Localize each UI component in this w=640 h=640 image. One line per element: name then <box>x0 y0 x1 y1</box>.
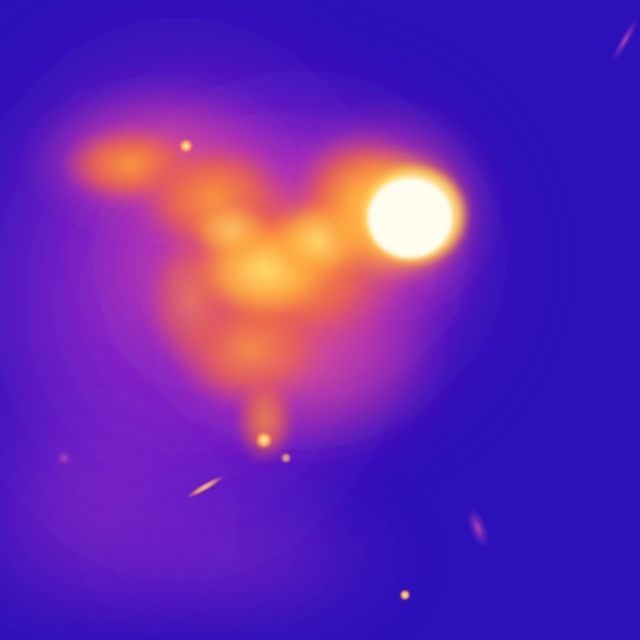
ember-streak <box>185 475 225 499</box>
ember-particle <box>55 449 73 467</box>
ember-particle <box>178 138 194 154</box>
ember-particle <box>280 452 292 464</box>
ember-streak <box>611 17 639 63</box>
ember-particle <box>254 430 274 450</box>
ember-particles <box>55 17 639 601</box>
ember-particle <box>399 589 411 601</box>
hot-core <box>354 161 470 269</box>
ember-streak <box>466 507 490 549</box>
